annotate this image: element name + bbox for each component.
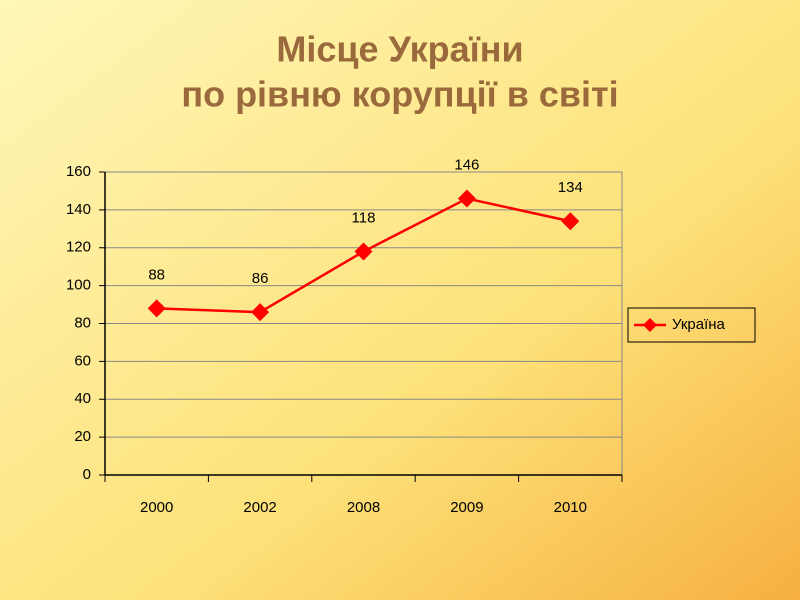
- x-tick-label: 2002: [243, 499, 276, 516]
- marker: [457, 189, 476, 208]
- chart-title: Місце України: [276, 29, 523, 70]
- y-tick-label: 40: [74, 390, 91, 407]
- legend-label: Україна: [672, 316, 726, 333]
- marker: [147, 299, 166, 318]
- legend-box: [627, 307, 756, 343]
- y-tick-label: 160: [66, 163, 91, 180]
- y-tick-label: 140: [66, 201, 91, 218]
- x-tick-label: 2009: [450, 499, 483, 516]
- data-label: 134: [558, 179, 583, 196]
- y-tick-label: 80: [74, 314, 91, 331]
- y-tick-label: 60: [74, 352, 91, 369]
- chart-subtitle: по рівню корупції в світі: [181, 74, 618, 115]
- data-label: 86: [252, 270, 269, 287]
- y-tick-label: 100: [66, 277, 91, 294]
- x-tick-label: 2008: [347, 499, 380, 516]
- y-tick-label: 20: [74, 428, 91, 445]
- marker: [251, 303, 270, 322]
- y-tick-label: 0: [83, 466, 91, 483]
- data-label: 146: [454, 156, 479, 173]
- data-label: 88: [148, 266, 165, 283]
- marker: [561, 212, 580, 231]
- x-tick-label: 2010: [554, 499, 587, 516]
- marker: [354, 242, 373, 261]
- x-tick-label: 2000: [140, 499, 173, 516]
- legend-marker: [643, 318, 657, 332]
- data-label: 118: [352, 210, 376, 227]
- y-tick-label: 120: [66, 239, 91, 256]
